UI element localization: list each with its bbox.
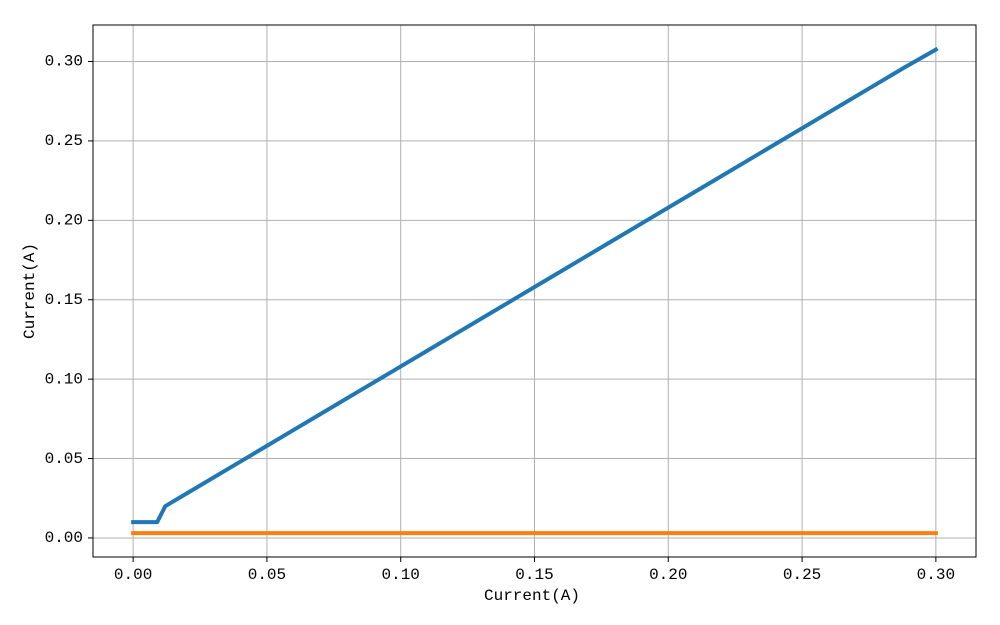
- y-tick-label: 0.25: [45, 132, 83, 150]
- x-tick-label: 0.00: [114, 566, 152, 584]
- y-tick-label: 0.05: [45, 450, 83, 468]
- y-tick-label: 0.00: [45, 529, 83, 547]
- data-line: [131, 46, 939, 525]
- y-tick-label: 0.15: [45, 291, 83, 309]
- x-tick-label: 0.10: [382, 566, 420, 584]
- x-tick-label: 0.20: [649, 566, 687, 584]
- y-tick-label: 0.10: [45, 370, 83, 388]
- x-tick-label: 0.05: [248, 566, 286, 584]
- x-tick-label: 0.25: [783, 566, 821, 584]
- x-tick-label: 0.30: [917, 566, 955, 584]
- y-axis-label: Current(A): [21, 243, 39, 339]
- y-tick-label: 0.20: [45, 212, 83, 230]
- y-tick-label: 0.30: [45, 53, 83, 71]
- plot-frame: [92, 24, 977, 558]
- x-axis-label: Current(A): [484, 587, 580, 605]
- x-tick-label: 0.15: [515, 566, 553, 584]
